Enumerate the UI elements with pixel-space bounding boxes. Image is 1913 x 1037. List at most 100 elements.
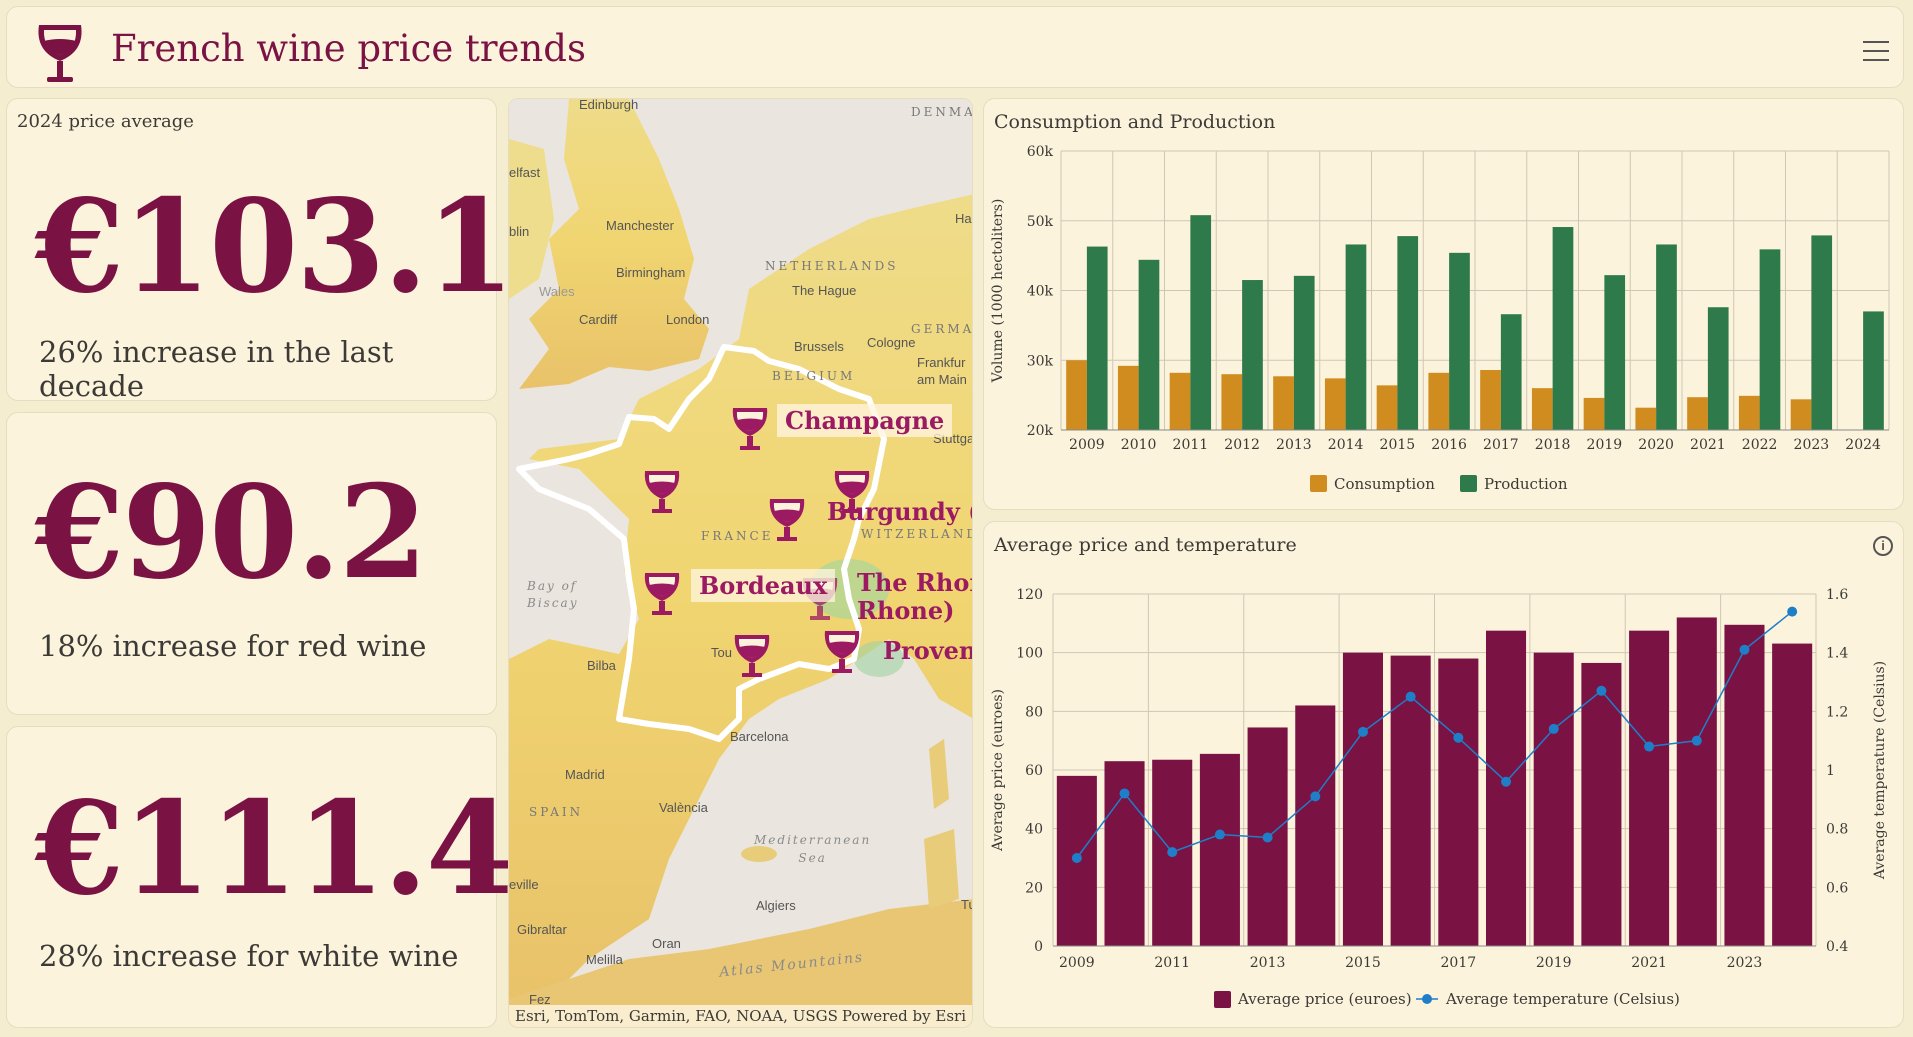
y2-tick-label: 1.4	[1826, 646, 1848, 662]
bar-consumption	[1531, 388, 1553, 430]
region-label-provence[interactable]: Provenc	[883, 636, 972, 665]
wine-region-pin-icon[interactable]	[641, 569, 683, 617]
wine-regions-map[interactable]: Edinburgh elfast blin Manchester Birming…	[508, 98, 973, 1028]
y-tick-label: 80	[1025, 704, 1043, 720]
map-country-label: NETHERLANDS	[765, 259, 899, 273]
temperature-point	[1262, 832, 1273, 843]
bar-production	[1759, 249, 1781, 430]
app-header: French wine price trends	[6, 6, 1904, 88]
x-tick-label: 2011	[1154, 955, 1190, 971]
bar-production	[1707, 307, 1729, 430]
x-tick-label: 2024	[1845, 437, 1881, 453]
bar-consumption	[1117, 365, 1139, 430]
x-tick-label: 2020	[1638, 437, 1674, 453]
map-country-label: DENMA	[911, 105, 973, 119]
wine-region-pin-icon[interactable]	[831, 467, 873, 515]
x-tick-label: 2019	[1587, 437, 1623, 453]
bar-consumption	[1273, 376, 1294, 430]
x-tick-label: 2021	[1690, 437, 1726, 453]
wine-region-pin-icon[interactable]	[821, 627, 863, 675]
map-place-label: Bilba	[587, 658, 616, 673]
wine-region-pin-icon[interactable]	[766, 495, 808, 543]
map-country-label: SPAIN	[529, 805, 584, 819]
map-place-label: Brussels	[794, 339, 844, 354]
bar-average-price	[1295, 705, 1336, 946]
y2-tick-label: 0.4	[1826, 939, 1848, 955]
map-country-label: WITZERLAND	[861, 527, 973, 541]
map-country-label: GERMA	[911, 322, 973, 336]
y-tick-label: 50k	[1027, 214, 1054, 230]
region-label-bordeaux[interactable]: Bordeaux	[691, 569, 836, 602]
map-place-label: Madrid	[565, 767, 605, 782]
map-place-label: elfast	[509, 165, 541, 180]
hamburger-menu-icon[interactable]	[1863, 41, 1889, 63]
y-tick-label: 40k	[1027, 284, 1054, 300]
x-tick-label: 2014	[1328, 437, 1364, 453]
y-tick-label: 120	[1016, 587, 1043, 603]
map-place-label: Frankfur am Main	[917, 355, 967, 387]
wine-region-pin-icon[interactable]	[729, 404, 771, 452]
x-tick-label: 2019	[1536, 955, 1572, 971]
bar-production	[1656, 244, 1677, 430]
bar-consumption	[1324, 378, 1346, 430]
bar-average-price	[1676, 617, 1717, 946]
x-tick-label: 2009	[1059, 955, 1095, 971]
wine-glass-icon	[38, 25, 82, 82]
region-label-rhone[interactable]: The Rhon Rhone)	[857, 568, 972, 625]
x-tick-label: 2016	[1431, 437, 1467, 453]
x-tick-label: 2017	[1483, 437, 1519, 453]
temperature-point	[1548, 723, 1559, 734]
map-place-label: Oran	[652, 936, 681, 951]
wine-region-pin-icon[interactable]	[641, 467, 683, 515]
info-icon[interactable]: i	[1873, 536, 1893, 556]
bar-production	[1552, 227, 1574, 430]
region-label-burgundy[interactable]: Burgundy (B	[827, 497, 972, 526]
temperature-point	[1501, 776, 1512, 787]
kpi-caption: 18% increase for red wine	[39, 629, 427, 663]
bar-production	[1500, 314, 1522, 430]
kpi-value: €90.2	[35, 458, 428, 608]
x-tick-label: 2010	[1121, 437, 1157, 453]
map-place-label: Edinburgh	[579, 98, 639, 112]
map-sea-label: Bay of Biscay	[527, 579, 579, 610]
temperature-point	[1357, 726, 1368, 737]
bar-production	[1449, 252, 1470, 430]
x-tick-label: 2009	[1069, 437, 1105, 453]
temperature-point	[1691, 735, 1702, 746]
consumption-production-chart: Consumption and Production 20k 30k 40k 50k 6…	[983, 98, 1904, 510]
map-country-label: FRANCE	[701, 529, 774, 543]
temperature-point	[1644, 741, 1655, 752]
map-place-label: Barcelona	[730, 729, 789, 744]
map-place-label: Melilla	[586, 952, 623, 967]
y-tick-label: 20	[1025, 880, 1043, 896]
map-country-label: BELGIUM	[772, 369, 856, 383]
bar-average-price	[1438, 658, 1479, 946]
map-place-label: Cardiff	[579, 312, 618, 327]
region-label-champagne[interactable]: Champagne	[777, 404, 953, 437]
wine-region-pin-icon[interactable]	[731, 631, 773, 679]
map-powered-by[interactable]: Powered by Esri	[841, 1007, 966, 1025]
bar-consumption	[1428, 372, 1450, 430]
bar-production	[1086, 246, 1108, 430]
bar-average-price	[1581, 662, 1622, 946]
bar-production	[1138, 259, 1160, 430]
bar-average-price	[1772, 643, 1813, 946]
y2-axis-label: Average temperature (Celsius)	[1872, 661, 1888, 880]
bar-production	[1397, 236, 1419, 430]
y-tick-label: 100	[1016, 646, 1043, 662]
map-place-label: Birmingham	[616, 265, 686, 280]
legend-swatch-point	[1422, 994, 1432, 1004]
bar-production	[1242, 280, 1263, 430]
x-tick-label: 2015	[1345, 955, 1381, 971]
bar-average-price	[1342, 652, 1383, 946]
y-axis-label: Volume (1000 hectoliters)	[990, 199, 1006, 384]
bar-average-price	[1486, 630, 1527, 946]
legend-label: Production	[1484, 475, 1568, 493]
bar-consumption	[1221, 374, 1243, 430]
map-sea-label: Mediterranean Sea	[754, 833, 872, 865]
consumption-production-svg: 20k 30k 40k 50k 60k 2009 2010 2011 2012 2013 2014 2…	[990, 144, 1890, 493]
bar-average-price	[1533, 652, 1574, 946]
bar-consumption	[1635, 407, 1657, 430]
bar-consumption	[1583, 397, 1605, 430]
kpi-caption: 26% increase in the last decade	[39, 335, 394, 403]
